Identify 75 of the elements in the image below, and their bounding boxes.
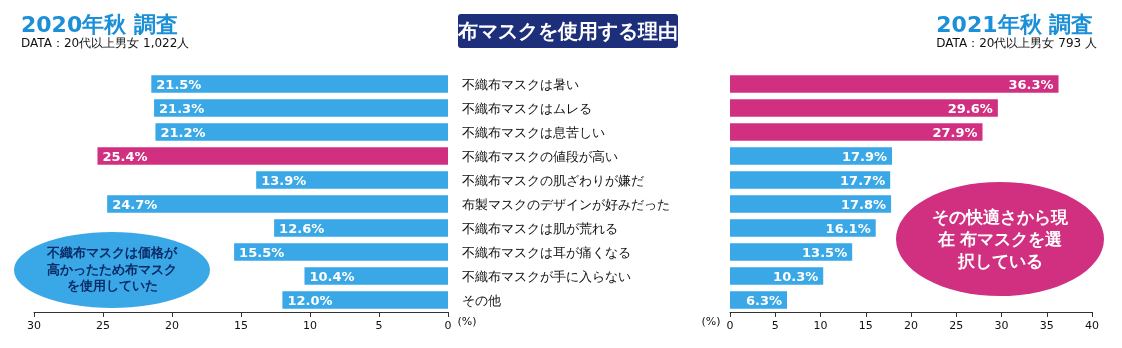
y-tick-label: 不織布マスクは息苦しい [462,124,605,140]
bar [730,219,876,237]
x-tick-label: 25 [949,319,964,332]
data-label: 36.3% [1008,76,1054,92]
y-tick-label: 不織布マスクはムレる [462,100,592,116]
bar [97,147,448,165]
x-tick-label: 30 [27,319,41,332]
y-tick-label: 不織布マスクが手に入らない [462,268,631,284]
x-tick-label: 0 [444,319,452,332]
speech-bubble: その快適さから現在 布マスクを選択している [894,180,1106,298]
x-tick-label: 10 [813,319,828,332]
x-axis-title: (%) [457,315,477,328]
text: 布マスクを使用する理由 [457,19,678,43]
bar [154,99,448,117]
bar [730,99,998,117]
bar [730,195,892,213]
y-tick-label: 不織布マスクは暑い [462,76,579,92]
data-label: 21.2% [160,124,206,140]
bar [730,75,1059,93]
data-label: 21.3% [159,100,205,116]
bar [282,291,448,309]
x-axis-title: (%) [701,315,721,328]
y-tick-label: 不織布マスクの肌ざわりが嫌だ [462,172,644,188]
x-tick-label: 10 [303,319,317,332]
chart-title: 2021年秋 調査 [936,11,1094,37]
x-tick-label: 20 [904,319,918,332]
data-label: 21.5% [156,76,202,92]
y-tick-label: 不織布マスクは耳が痛くなる [462,244,631,260]
bar [234,243,448,261]
y-tick-label: その他 [462,292,501,308]
data-label: 29.6% [947,100,993,116]
annotation: その快適さから現在 布マスクを選択している [931,205,1069,273]
bar [730,147,892,165]
data-label: 25.4% [102,148,148,164]
y-tick-label: 不織布マスクは肌が荒れる [462,220,618,236]
data-label: 10.3% [773,268,819,284]
bar [256,171,448,189]
x-tick-label: 35 [1039,319,1054,332]
annotation: 不織布マスクは価格が高かったため布マスクを使用していた [47,244,177,296]
chart-subtitle: DATA：20代以上男女 793 人 [936,36,1097,50]
x-tick-label: 15 [858,319,873,332]
bar [107,195,448,213]
bar [151,75,448,93]
data-label: 13.5% [802,244,848,260]
data-label: 13.9% [261,172,307,188]
x-tick-label: 20 [165,319,179,332]
data-label: 15.5% [239,244,285,260]
data-label: 12.0% [287,292,333,308]
bar [155,123,448,141]
data-label: 24.7% [112,196,158,212]
data-label: 27.9% [932,124,978,140]
bar [274,219,448,237]
x-tick-label: 25 [96,319,110,332]
data-label: 10.4% [309,268,355,284]
y-tick-label: 布製マスクのデザインが好みだった [462,196,670,212]
data-label: 16.1% [825,220,871,236]
chart-title: 2020年秋 調査 [21,11,178,37]
x-tick-label: 15 [234,319,248,332]
x-tick-label: 40 [1085,319,1099,332]
data-label: 17.9% [841,148,887,164]
speech-bubble: 不織布マスクは価格が高かったため布マスクを使用していた [12,230,212,310]
x-tick-label: 5 [375,319,383,332]
data-label: 6.3% [745,292,783,308]
x-tick-label: 30 [994,319,1009,332]
bar [304,267,448,285]
data-label: 12.6% [279,220,325,236]
y-tick-label: 不織布マスクの値段が高い [462,148,618,164]
bar [730,171,891,189]
x-tick-label: 5 [771,319,779,332]
data-label: 17.8% [840,196,887,212]
chart-subtitle: DATA：20代以上男女 1,022人 [21,36,190,50]
x-tick-label: 0 [726,319,734,332]
data-label: 17.7% [840,172,886,188]
bar [730,123,983,141]
bar [730,243,853,261]
